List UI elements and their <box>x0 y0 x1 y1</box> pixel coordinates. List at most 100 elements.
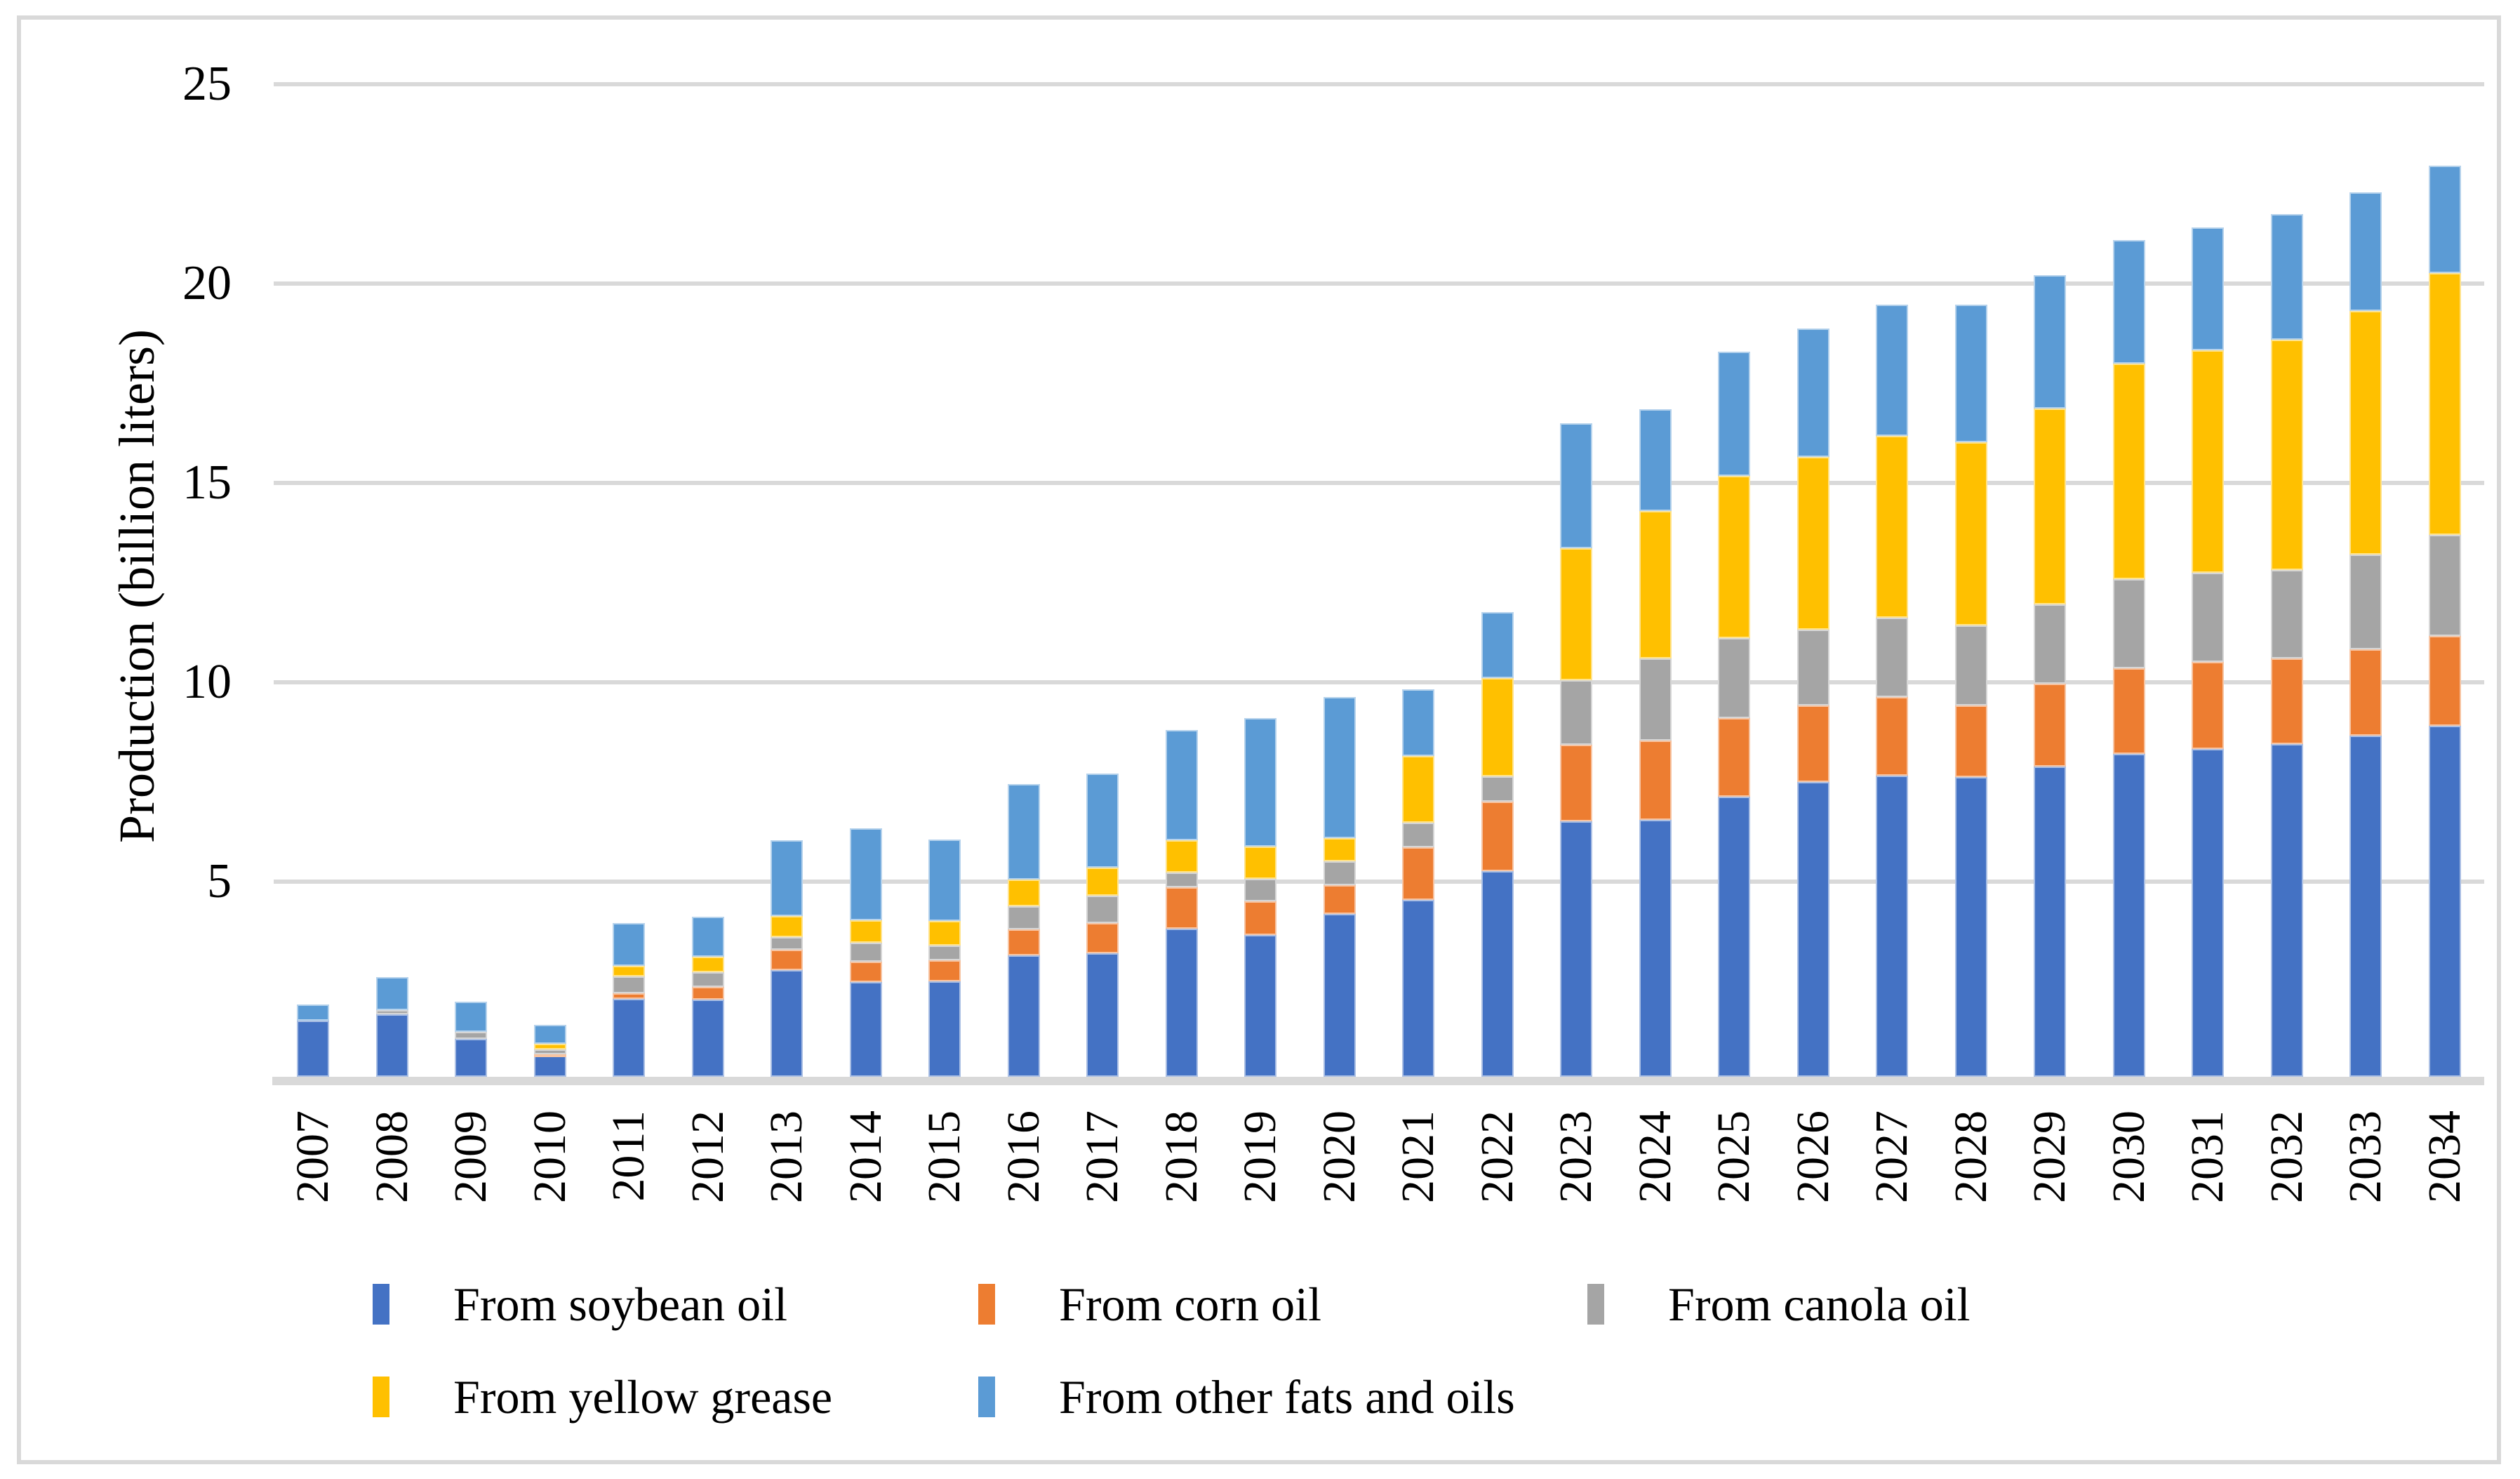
bar-segment-2030 <box>2112 753 2145 1077</box>
bar-segment-2018 <box>1165 928 1198 1077</box>
bar-segment-2015 <box>928 946 961 960</box>
bar-segment-2015 <box>928 920 961 946</box>
bar-segment-2025 <box>1718 351 1751 476</box>
bar-segment-2031 <box>2192 748 2225 1077</box>
x-axis-tick-label: 2012 <box>681 1110 733 1203</box>
bar-segment-2034 <box>2428 726 2461 1077</box>
bar-segment-2013 <box>771 950 804 970</box>
bar-segment-2017 <box>1086 953 1119 1077</box>
bar-segment-2019 <box>1244 717 1277 847</box>
bar-segment-2029 <box>2034 683 2067 767</box>
bar-segment-2022 <box>1481 776 1514 802</box>
grid-line <box>274 82 2484 86</box>
bar-segment-2028 <box>1954 304 1987 442</box>
bar-segment-2032 <box>2270 658 2303 744</box>
bar-segment-2034 <box>2428 272 2461 536</box>
bar-segment-2015 <box>928 981 961 1077</box>
bar-segment-2026 <box>1796 457 1829 630</box>
bar-segment-2024 <box>1639 819 1672 1077</box>
bar-segment-2030 <box>2112 363 2145 580</box>
bar-segment-2011 <box>613 998 646 1077</box>
bar-segment-2027 <box>1876 305 1909 437</box>
bar-segment-2033 <box>2349 555 2382 650</box>
y-axis-tick-label: 25 <box>182 57 232 111</box>
bar-segment-2030 <box>2112 240 2145 364</box>
bar-segment-2028 <box>1954 625 1987 705</box>
bar-segment-2025 <box>1718 476 1751 639</box>
bar-segment-2033 <box>2349 311 2382 555</box>
bar-segment-2020 <box>1323 913 1356 1077</box>
y-axis-tick-label: 5 <box>207 854 232 908</box>
x-axis-tick-label: 2029 <box>2024 1110 2076 1203</box>
x-axis-tick-label: 2032 <box>2260 1110 2312 1203</box>
bar-segment-2030 <box>2112 668 2145 754</box>
x-axis-tick-label: 2020 <box>1313 1110 1365 1203</box>
bar-segment-2024 <box>1639 409 1672 511</box>
x-axis-tick-label: 2033 <box>2340 1110 2392 1203</box>
legend-marker-icon <box>978 1284 995 1325</box>
bar-segment-2027 <box>1876 617 1909 698</box>
bar-segment-2015 <box>928 960 961 981</box>
grid-line <box>274 281 2484 286</box>
bar-segment-2019 <box>1244 934 1277 1077</box>
x-axis-tick-label: 2014 <box>839 1110 891 1203</box>
bar-segment-2032 <box>2270 570 2303 659</box>
bar-segment-2027 <box>1876 436 1909 618</box>
bar-segment-2023 <box>1560 680 1593 745</box>
bar-segment-2026 <box>1796 629 1829 706</box>
bar-segment-2011 <box>613 922 646 967</box>
x-axis-tick-label: 2010 <box>524 1110 575 1203</box>
bar-segment-2021 <box>1402 822 1435 848</box>
bar-segment-2025 <box>1718 638 1751 718</box>
x-axis-tick-label: 2009 <box>445 1110 497 1203</box>
bar-segment-2010 <box>533 1049 566 1055</box>
bar-segment-2010 <box>533 1025 566 1044</box>
bar-segment-2020 <box>1323 696 1356 838</box>
bar-segment-2008 <box>375 977 408 1011</box>
x-axis-tick-label: 2018 <box>1155 1110 1207 1203</box>
bar-segment-2023 <box>1560 423 1593 548</box>
x-axis-tick-label: 2015 <box>919 1110 971 1203</box>
bar-segment-2013 <box>771 969 804 1077</box>
bar-segment-2011 <box>613 966 646 976</box>
bar-segment-2025 <box>1718 717 1751 797</box>
x-axis-tick-label: 2016 <box>997 1110 1049 1203</box>
bar-segment-2023 <box>1560 821 1593 1077</box>
bar-segment-2032 <box>2270 743 2303 1077</box>
bar-segment-2027 <box>1876 776 1909 1077</box>
legend-label: From canola oil <box>1668 1278 1971 1331</box>
bar-segment-2014 <box>849 920 882 943</box>
legend-label: From other fats and oils <box>1059 1370 1515 1424</box>
bar-segment-2014 <box>849 942 882 962</box>
x-axis-line <box>272 1077 2484 1085</box>
bar-segment-2017 <box>1086 774 1119 868</box>
bar-segment-2010 <box>533 1054 566 1058</box>
bar-segment-2014 <box>849 828 882 920</box>
bar-segment-2014 <box>849 962 882 982</box>
bar-segment-2033 <box>2349 649 2382 736</box>
figure-border <box>17 15 2501 1464</box>
legend-marker-icon <box>373 1284 389 1325</box>
x-axis-tick-label: 2031 <box>2182 1110 2234 1203</box>
bar-segment-2022 <box>1481 871 1514 1077</box>
x-axis-tick-label: 2023 <box>1550 1110 1602 1203</box>
grid-line <box>274 880 2484 884</box>
bar-segment-2017 <box>1086 923 1119 953</box>
bar-segment-2009 <box>455 1032 488 1040</box>
bar-segment-2034 <box>2428 166 2461 273</box>
bar-segment-2021 <box>1402 755 1435 823</box>
x-axis-tick-label: 2024 <box>1629 1110 1681 1203</box>
bar-segment-2031 <box>2192 227 2225 350</box>
bar-segment-2028 <box>1954 442 1987 625</box>
bar-segment-2018 <box>1165 873 1198 887</box>
bar-segment-2012 <box>691 957 724 972</box>
bar-segment-2007 <box>297 1021 330 1077</box>
x-axis-tick-label: 2025 <box>1708 1110 1760 1203</box>
bar-segment-2030 <box>2112 579 2145 669</box>
bar-segment-2031 <box>2192 662 2225 749</box>
bar-segment-2034 <box>2428 635 2461 727</box>
bar-segment-2016 <box>1007 929 1040 955</box>
bar-segment-2010 <box>533 1044 566 1049</box>
bar-segment-2024 <box>1639 511 1672 658</box>
bar-segment-2007 <box>297 1004 330 1021</box>
